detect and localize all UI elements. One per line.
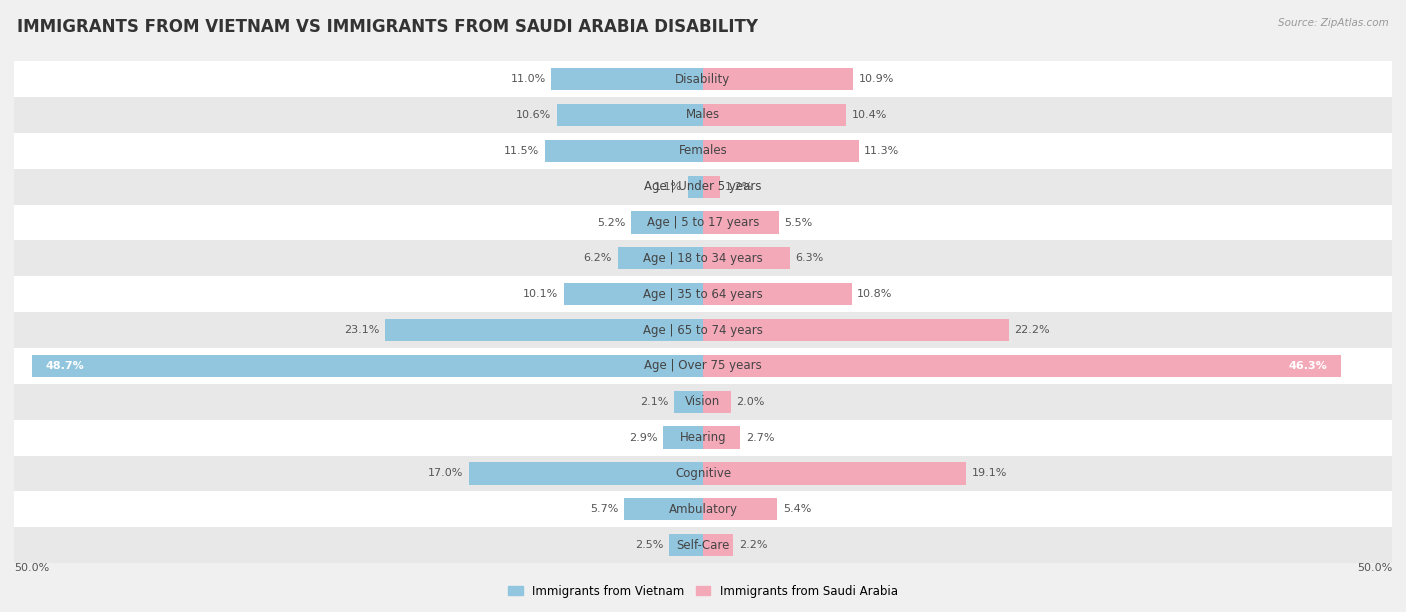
- Text: Self-Care: Self-Care: [676, 539, 730, 551]
- Text: Age | Under 5 years: Age | Under 5 years: [644, 180, 762, 193]
- Text: 2.1%: 2.1%: [640, 397, 669, 407]
- Bar: [617, 247, 703, 269]
- Bar: [703, 211, 779, 234]
- Legend: Immigrants from Vietnam, Immigrants from Saudi Arabia: Immigrants from Vietnam, Immigrants from…: [503, 580, 903, 602]
- Bar: [703, 140, 859, 162]
- Bar: [703, 427, 740, 449]
- Bar: [631, 211, 703, 234]
- Bar: [703, 355, 1341, 377]
- Bar: [673, 390, 703, 413]
- Text: 2.5%: 2.5%: [634, 540, 664, 550]
- Text: 22.2%: 22.2%: [1014, 325, 1050, 335]
- Bar: [14, 384, 1392, 420]
- Bar: [669, 534, 703, 556]
- Text: 2.2%: 2.2%: [738, 540, 768, 550]
- Bar: [14, 169, 1392, 204]
- Text: Age | 65 to 74 years: Age | 65 to 74 years: [643, 324, 763, 337]
- Bar: [703, 176, 720, 198]
- Text: Source: ZipAtlas.com: Source: ZipAtlas.com: [1278, 18, 1389, 28]
- Text: Age | 35 to 64 years: Age | 35 to 64 years: [643, 288, 763, 300]
- Text: Hearing: Hearing: [679, 431, 727, 444]
- Bar: [14, 241, 1392, 276]
- Text: 10.9%: 10.9%: [859, 74, 894, 84]
- Bar: [703, 462, 966, 485]
- Text: 50.0%: 50.0%: [1357, 563, 1392, 573]
- Bar: [703, 498, 778, 520]
- Text: Ambulatory: Ambulatory: [668, 503, 738, 516]
- Bar: [468, 462, 703, 485]
- Text: 48.7%: 48.7%: [46, 361, 84, 371]
- Bar: [14, 133, 1392, 169]
- Text: Age | 5 to 17 years: Age | 5 to 17 years: [647, 216, 759, 229]
- Bar: [14, 276, 1392, 312]
- Text: 2.0%: 2.0%: [737, 397, 765, 407]
- Bar: [688, 176, 703, 198]
- Bar: [14, 491, 1392, 527]
- Bar: [14, 527, 1392, 563]
- Bar: [703, 390, 731, 413]
- Text: 46.3%: 46.3%: [1288, 361, 1327, 371]
- Text: Cognitive: Cognitive: [675, 467, 731, 480]
- Text: 5.7%: 5.7%: [591, 504, 619, 514]
- Bar: [32, 355, 703, 377]
- Bar: [544, 140, 703, 162]
- Text: 11.0%: 11.0%: [510, 74, 546, 84]
- Bar: [703, 319, 1010, 341]
- Text: Females: Females: [679, 144, 727, 157]
- Text: 11.3%: 11.3%: [865, 146, 900, 156]
- Text: Age | 18 to 34 years: Age | 18 to 34 years: [643, 252, 763, 265]
- Text: Males: Males: [686, 108, 720, 121]
- Text: IMMIGRANTS FROM VIETNAM VS IMMIGRANTS FROM SAUDI ARABIA DISABILITY: IMMIGRANTS FROM VIETNAM VS IMMIGRANTS FR…: [17, 18, 758, 36]
- Bar: [385, 319, 703, 341]
- Bar: [703, 247, 790, 269]
- Bar: [14, 420, 1392, 455]
- Bar: [564, 283, 703, 305]
- Bar: [14, 312, 1392, 348]
- Text: 1.1%: 1.1%: [654, 182, 682, 192]
- Text: 11.5%: 11.5%: [503, 146, 538, 156]
- Text: 50.0%: 50.0%: [14, 563, 49, 573]
- Text: 5.5%: 5.5%: [785, 217, 813, 228]
- Text: 23.1%: 23.1%: [344, 325, 380, 335]
- Bar: [14, 97, 1392, 133]
- Text: Age | Over 75 years: Age | Over 75 years: [644, 359, 762, 372]
- Bar: [703, 534, 734, 556]
- Text: 2.9%: 2.9%: [628, 433, 658, 442]
- Bar: [703, 68, 853, 90]
- Bar: [664, 427, 703, 449]
- Text: 10.8%: 10.8%: [858, 289, 893, 299]
- Bar: [551, 68, 703, 90]
- Bar: [557, 104, 703, 126]
- Text: 10.6%: 10.6%: [516, 110, 551, 120]
- Text: 19.1%: 19.1%: [972, 468, 1007, 479]
- Bar: [703, 104, 846, 126]
- Text: 5.2%: 5.2%: [598, 217, 626, 228]
- Bar: [14, 455, 1392, 491]
- Bar: [624, 498, 703, 520]
- Text: Vision: Vision: [685, 395, 721, 408]
- Text: 6.2%: 6.2%: [583, 253, 612, 263]
- Text: Disability: Disability: [675, 73, 731, 86]
- Bar: [14, 348, 1392, 384]
- Bar: [703, 283, 852, 305]
- Text: 1.2%: 1.2%: [725, 182, 754, 192]
- Text: 10.1%: 10.1%: [523, 289, 558, 299]
- Bar: [14, 204, 1392, 241]
- Bar: [14, 61, 1392, 97]
- Text: 10.4%: 10.4%: [852, 110, 887, 120]
- Text: 6.3%: 6.3%: [796, 253, 824, 263]
- Text: 2.7%: 2.7%: [745, 433, 775, 442]
- Text: 17.0%: 17.0%: [427, 468, 463, 479]
- Text: 5.4%: 5.4%: [783, 504, 811, 514]
